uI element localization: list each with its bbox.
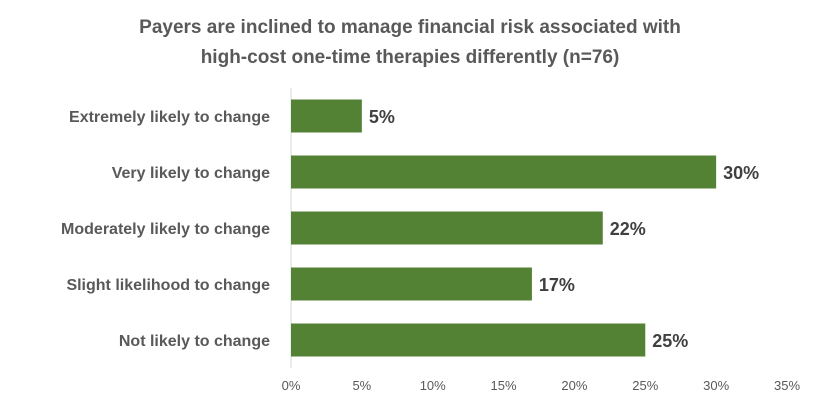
x-tick-label: 20%: [561, 378, 587, 393]
chart-title: Payers are inclined to manage financial …: [139, 17, 681, 68]
plot-area: Extremely likely to change 5% Very likely …: [61, 88, 800, 393]
bar: [291, 99, 362, 133]
bar: [291, 267, 532, 301]
chart-title-line-2: high-cost one-time therapies differently…: [201, 47, 620, 68]
chart-title-line-1: Payers are inclined to manage financial …: [139, 17, 681, 38]
data-label: 17%: [539, 275, 575, 295]
data-label: 25%: [652, 331, 688, 351]
category-label: Slight likelihood to change: [66, 277, 270, 294]
bar: [291, 323, 646, 357]
category-label: Moderately likely to change: [61, 221, 270, 238]
category-label: Not likely to change: [119, 333, 270, 350]
x-tick-label: 10%: [420, 378, 446, 393]
x-tick-label: 15%: [491, 378, 517, 393]
category-label: Very likely to change: [112, 165, 270, 182]
data-label: 22%: [610, 219, 646, 239]
x-tick-label: 35%: [774, 378, 800, 393]
bar: [291, 211, 603, 245]
data-label: 5%: [369, 107, 395, 127]
x-tick-label: 5%: [352, 378, 371, 393]
data-label: 30%: [723, 163, 759, 183]
x-tick-label: 25%: [632, 378, 658, 393]
x-tick-label: 0%: [282, 378, 301, 393]
x-tick-label: 30%: [703, 378, 729, 393]
bar: [291, 155, 717, 189]
category-label: Extremely likely to change: [69, 109, 270, 126]
